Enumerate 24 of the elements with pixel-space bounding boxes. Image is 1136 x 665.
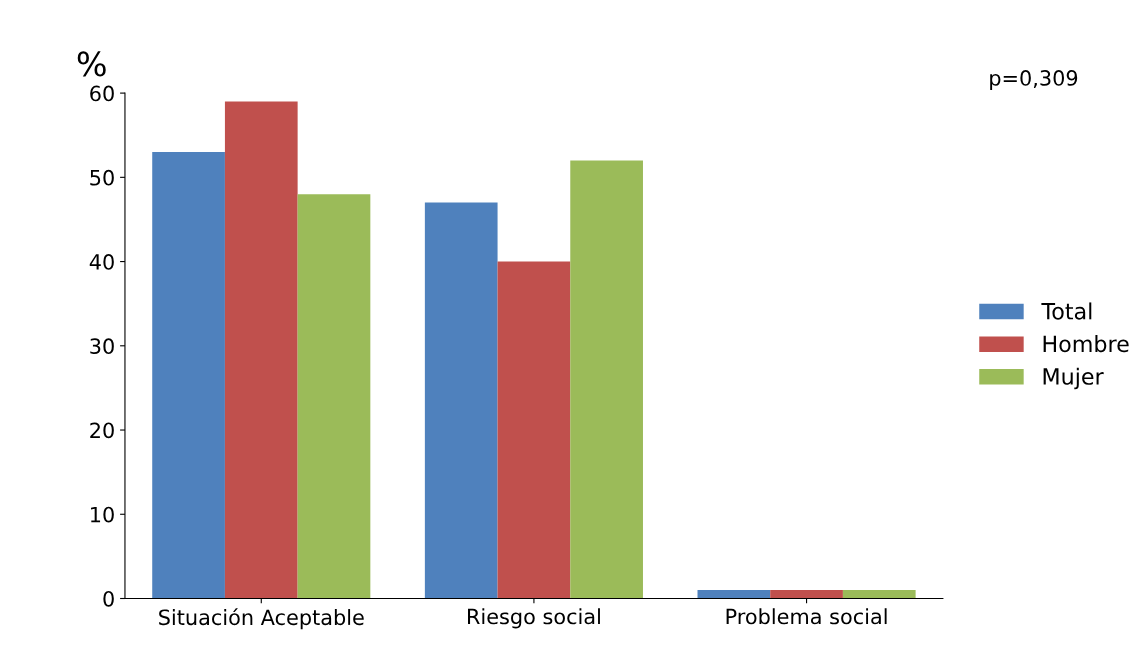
- legend-label: Total: [1041, 302, 1092, 320]
- x-tick-label: Situación Aceptable: [159, 608, 364, 630]
- bar: [424, 202, 498, 599]
- legend-label: Mujer: [1043, 367, 1104, 390]
- y-tick-label: 40: [89, 254, 114, 270]
- bar: [770, 590, 843, 599]
- x-tick-label: Problema social: [726, 608, 887, 625]
- y-tick-label: 20: [90, 422, 114, 439]
- y-tick-label: 10: [91, 506, 114, 523]
- y-tick-label: 60: [90, 85, 114, 102]
- text: p=0,309: [990, 70, 1078, 90]
- bar: [152, 152, 225, 599]
- y-axis-title: %: [77, 51, 106, 77]
- y-tick-label: 0: [103, 590, 114, 607]
- bar: [697, 590, 771, 599]
- bar: [297, 194, 371, 599]
- bar: [497, 261, 571, 599]
- bar: [224, 101, 298, 599]
- legend-label: Hombre: [1043, 335, 1129, 353]
- bar: [570, 160, 643, 599]
- bar: [842, 590, 916, 599]
- x-tick-label: Riesgo social: [468, 608, 600, 629]
- y-tick-label: 50: [90, 169, 114, 186]
- y-tick-label: 30: [90, 338, 114, 355]
